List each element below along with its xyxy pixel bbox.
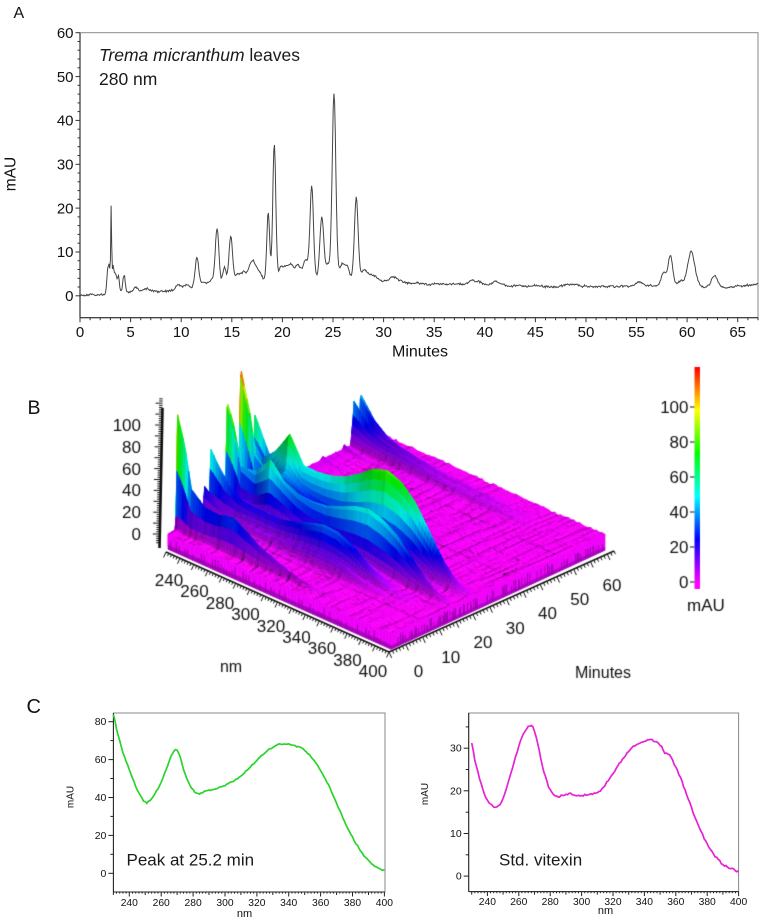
svg-text:60: 60	[95, 754, 107, 766]
svg-text:260: 260	[153, 898, 170, 909]
svg-text:0: 0	[76, 324, 84, 341]
svg-text:300: 300	[573, 897, 590, 908]
svg-text:20: 20	[57, 200, 74, 217]
svg-text:Peak at 25.2 min: Peak at 25.2 min	[127, 851, 255, 870]
svg-text:20: 20	[274, 324, 291, 341]
svg-text:320: 320	[248, 898, 265, 909]
svg-text:360: 360	[312, 898, 329, 909]
svg-text:25: 25	[325, 324, 342, 341]
svg-text:50: 50	[578, 324, 595, 341]
svg-text:55: 55	[628, 324, 645, 341]
svg-text:0: 0	[65, 288, 73, 305]
svg-text:mAU: mAU	[66, 786, 77, 808]
svg-text:0: 0	[101, 868, 107, 880]
svg-text:nm: nm	[237, 908, 252, 920]
svg-text:nm: nm	[598, 905, 613, 917]
svg-text:40: 40	[95, 792, 107, 804]
svg-text:mAU: mAU	[420, 783, 431, 805]
svg-text:280: 280	[185, 898, 202, 909]
svg-text:30: 30	[450, 743, 462, 755]
svg-text:380: 380	[344, 898, 361, 909]
svg-text:380: 380	[699, 897, 716, 908]
svg-text:15: 15	[223, 324, 240, 341]
svg-text:10: 10	[173, 324, 190, 341]
svg-text:320: 320	[604, 897, 621, 908]
svg-text:45: 45	[527, 324, 544, 341]
svg-text:360: 360	[667, 897, 684, 908]
svg-text:0: 0	[456, 871, 462, 883]
svg-text:400: 400	[730, 897, 747, 908]
svg-text:300: 300	[216, 898, 233, 909]
svg-text:30: 30	[57, 157, 74, 174]
svg-text:10: 10	[57, 244, 74, 261]
svg-text:Trema micranthum leaves: Trema micranthum leaves	[99, 45, 300, 65]
svg-text:280: 280	[542, 897, 559, 908]
svg-text:400: 400	[376, 898, 393, 909]
svg-text:60: 60	[57, 25, 74, 42]
svg-text:40: 40	[57, 113, 74, 130]
svg-text:20: 20	[95, 830, 107, 842]
svg-text:30: 30	[375, 324, 392, 341]
svg-text:5: 5	[126, 324, 134, 341]
svg-text:240: 240	[121, 898, 138, 909]
svg-text:mAU: mAU	[2, 157, 19, 191]
svg-text:340: 340	[280, 898, 297, 909]
svg-text:340: 340	[636, 897, 653, 908]
svg-text:260: 260	[510, 897, 527, 908]
svg-text:20: 20	[450, 785, 462, 797]
svg-text:280 nm: 280 nm	[99, 69, 157, 89]
svg-text:240: 240	[479, 897, 496, 908]
svg-text:35: 35	[426, 324, 443, 341]
svg-text:50: 50	[57, 69, 74, 86]
svg-text:80: 80	[95, 716, 107, 728]
svg-text:65: 65	[729, 324, 746, 341]
svg-text:Std. vitexin: Std. vitexin	[499, 851, 582, 870]
svg-text:40: 40	[476, 324, 493, 341]
svg-text:10: 10	[450, 828, 462, 840]
svg-text:60: 60	[679, 324, 696, 341]
